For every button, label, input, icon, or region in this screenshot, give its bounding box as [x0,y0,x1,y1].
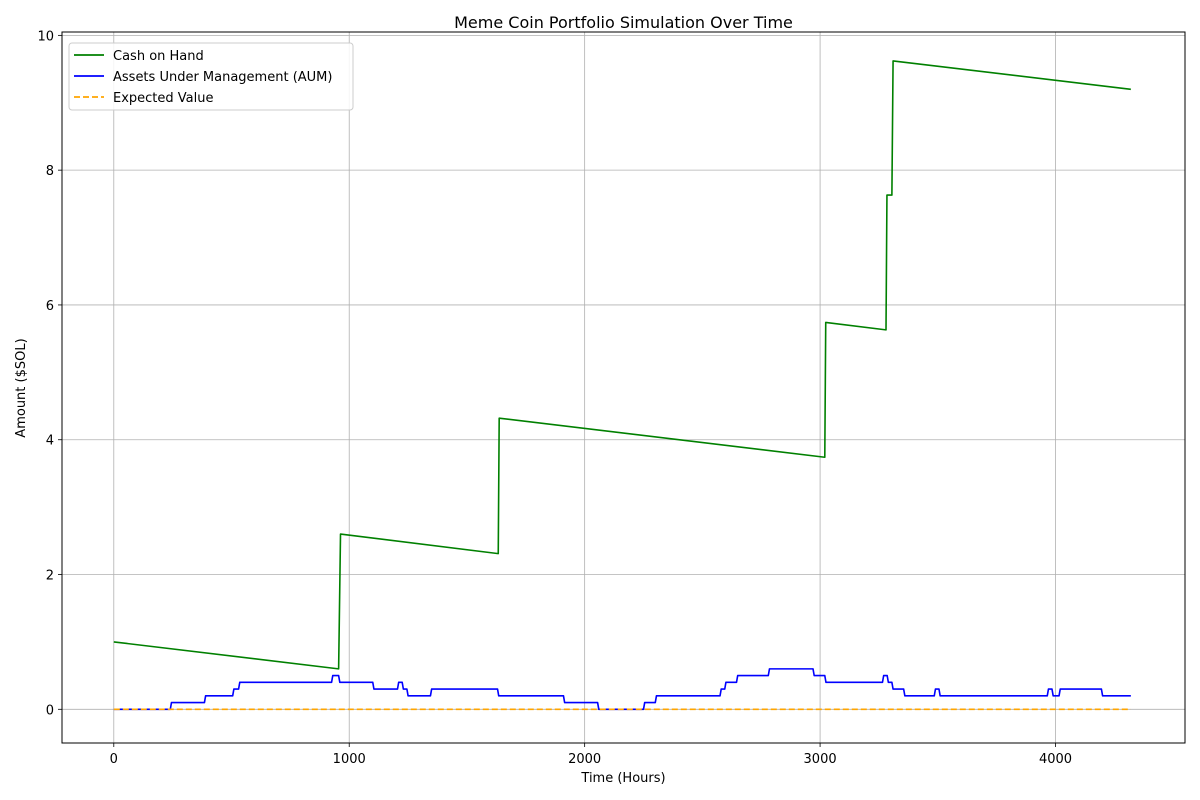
x-tick-label: 0 [110,752,118,767]
y-tick-label: 4 [46,434,54,449]
series-layer [113,60,1131,711]
chart-title: Meme Coin Portfolio Simulation Over Time [454,13,793,32]
series-line-cash-on-hand [113,60,1131,670]
y-axis-label: Amount ($SOL) [14,338,29,437]
legend-label: Cash on Hand [113,49,204,64]
x-tick-label: 1000 [333,752,366,767]
y-tick-label: 10 [37,29,54,44]
y-axis: 0 2 4 6 8 10 [37,29,62,718]
legend: Cash on Hand Assets Under Management (AUM… [68,42,354,111]
legend-label: Assets Under Management (AUM) [113,70,332,85]
y-tick-label: 8 [46,164,54,179]
series-line-assets-under-management-aum [113,668,1131,711]
x-tick-label: 3000 [804,752,837,767]
grid [62,32,1185,743]
legend-label: Expected Value [113,91,213,106]
x-tick-label: 4000 [1039,752,1072,767]
x-tick-label: 2000 [568,752,601,767]
plot-frame [61,31,1186,744]
y-tick-label: 2 [46,569,54,584]
x-axis-label: Time (Hours) [580,771,665,786]
y-tick-label: 6 [46,299,54,314]
legend-box [68,42,354,111]
y-tick-label: 0 [46,703,54,718]
x-axis: 0 1000 2000 3000 4000 [110,743,1072,767]
